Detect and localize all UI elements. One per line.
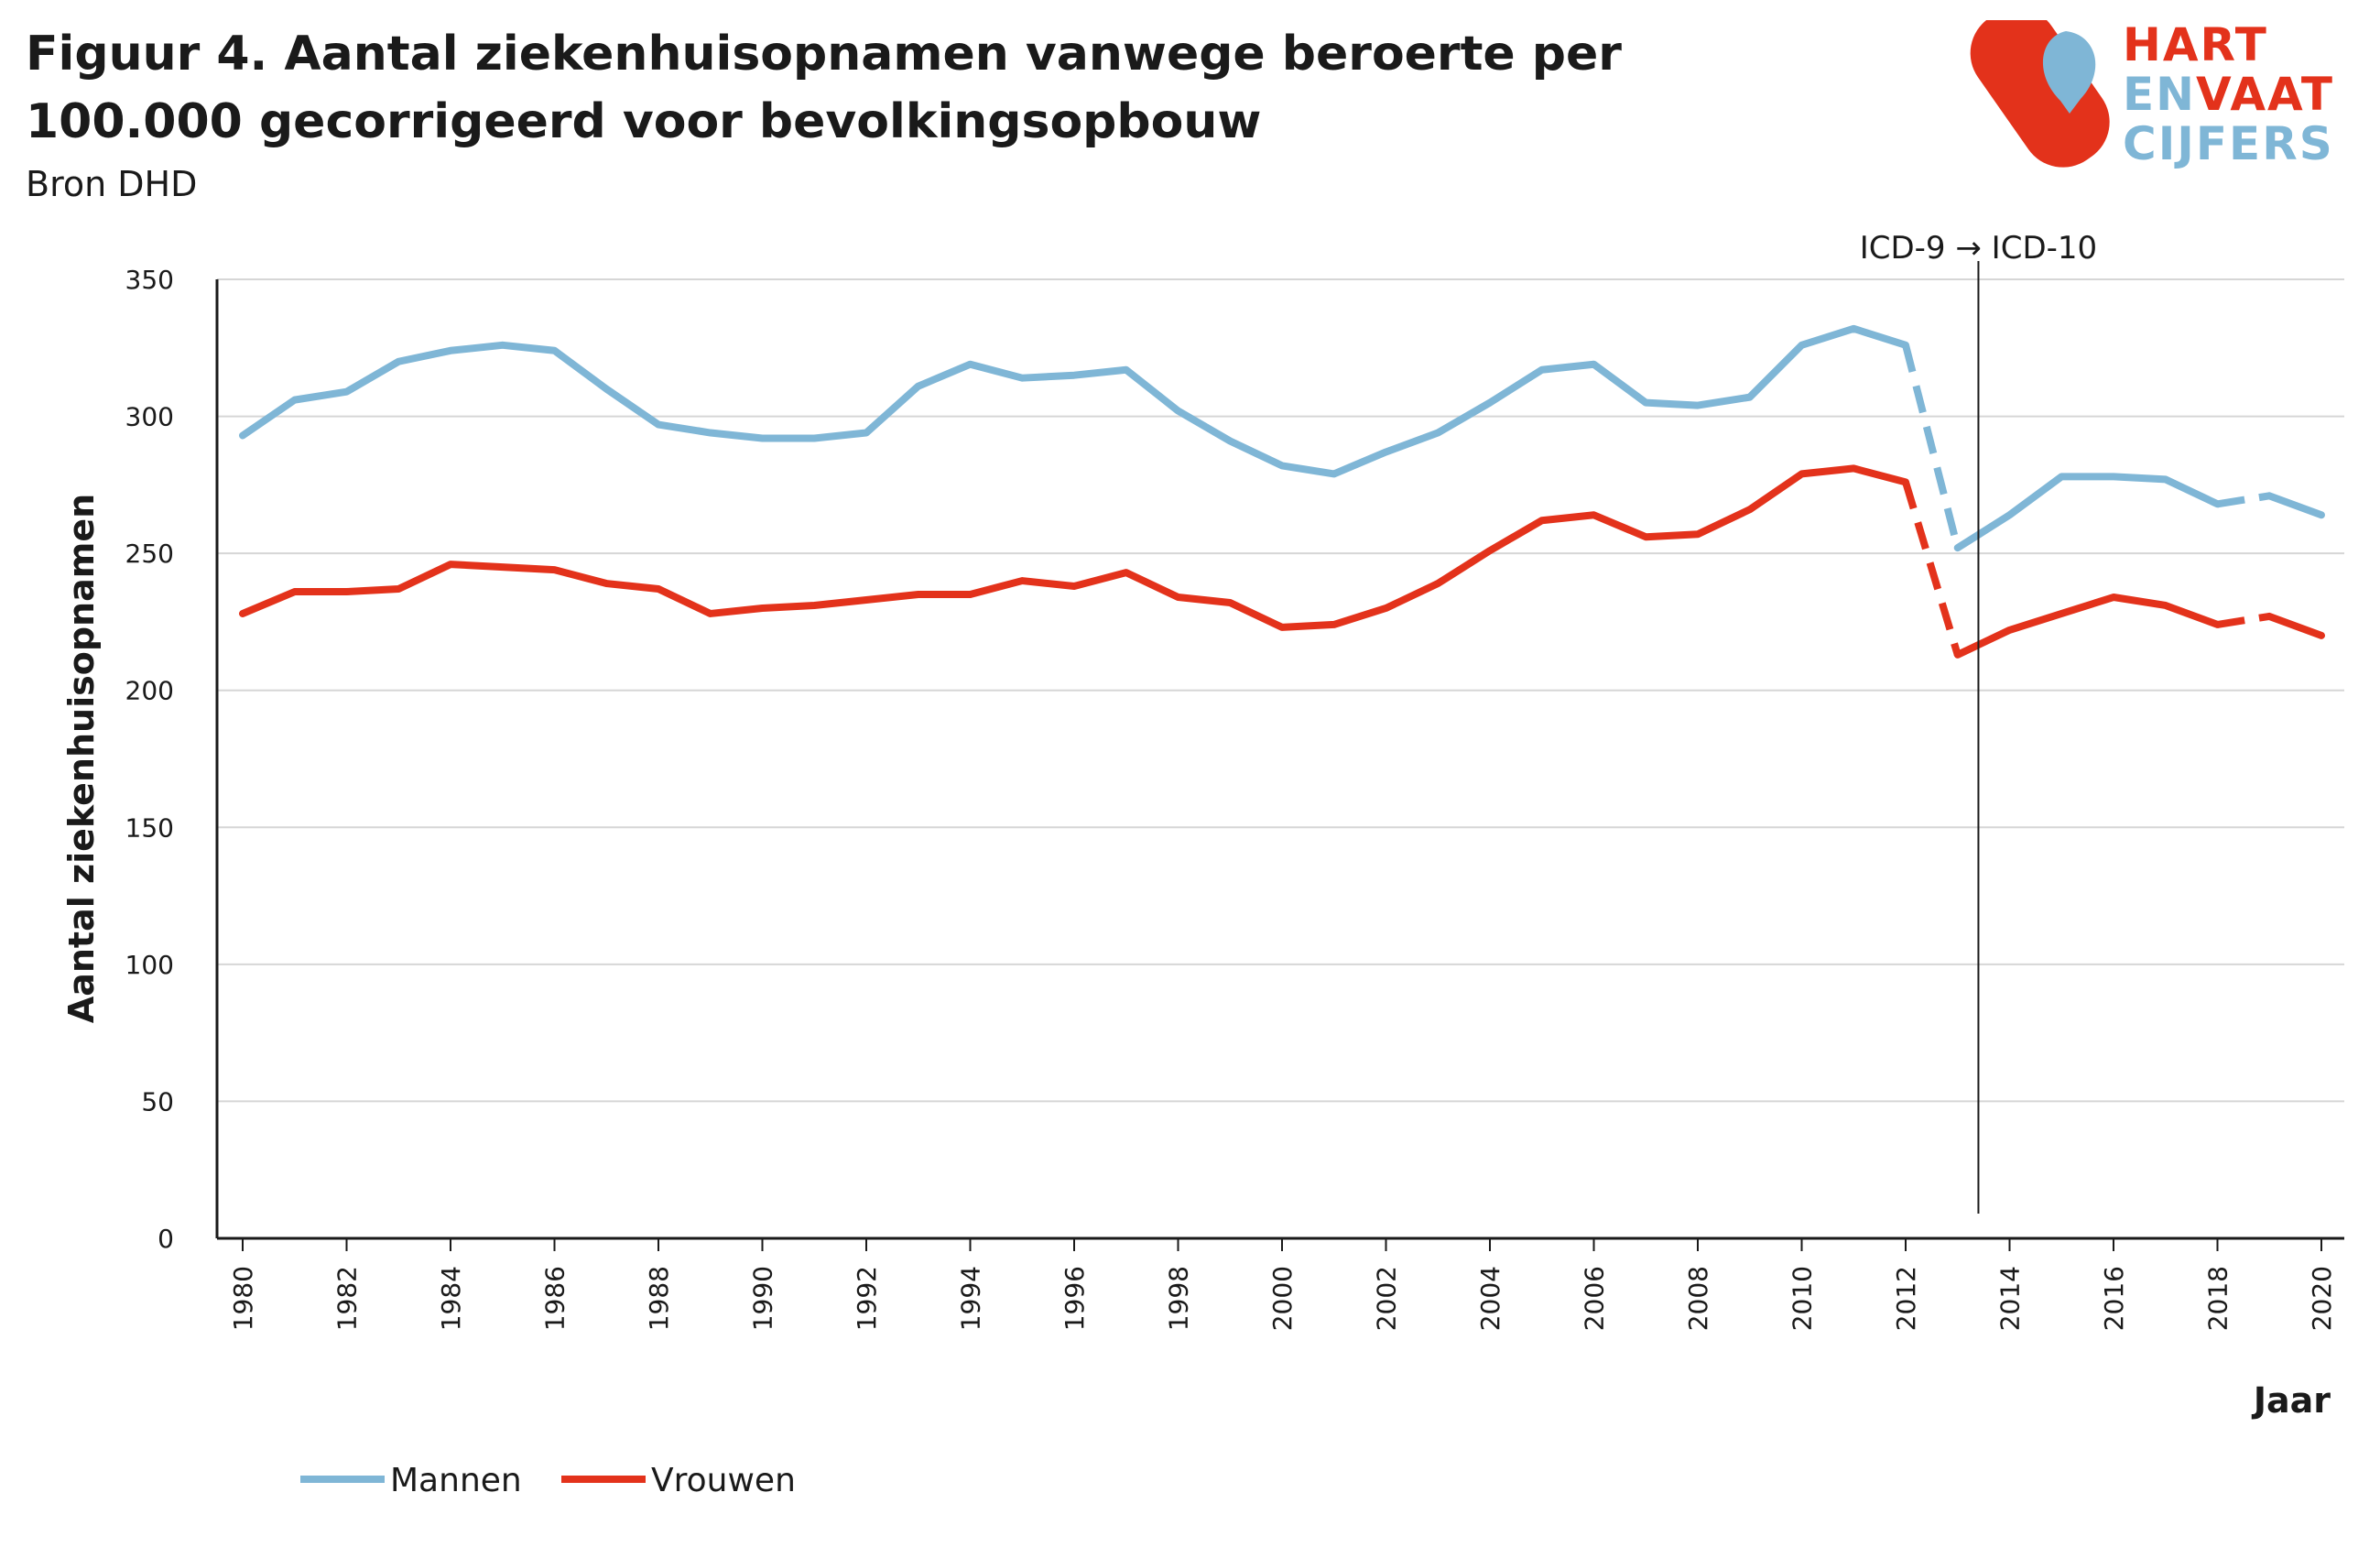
x-tick-label: 1980 [228,1266,258,1331]
y-tick-label: 100 [125,950,174,980]
x-tick-label: 1992 [852,1266,882,1331]
y-axis-title: Aantal ziekenhuisopnamen [61,494,102,1023]
x-tick-label: 2012 [1891,1266,1921,1331]
icd-change-annotation: ICD-9 → ICD-10 [1860,230,2097,1214]
y-tick-label: 0 [158,1224,174,1254]
x-axis-ticks: 1980 1982 1984 1986 1988 1990 1992 1994 1996 1998… [228,1238,2337,1331]
x-tick-label: 2018 [2203,1266,2233,1331]
y-tick-label: 350 [125,265,174,295]
series-dashed-segment [1902,481,1962,656]
y-tick-label: 300 [125,402,174,432]
legend-label: Vrouwen [651,1462,796,1499]
x-tick-label: 1982 [332,1266,363,1331]
series-line-segment [2266,612,2325,639]
x-tick-label: 1996 [1060,1266,1090,1331]
logo-line-vaat: VAAT [2196,68,2334,121]
heart-logo-icon [1970,7,2110,168]
x-axis-title: Jaar [2251,1380,2331,1421]
gridlines [217,278,2344,1103]
series-line-segment [2266,492,2325,519]
y-tick-label: 200 [125,676,174,706]
x-tick-label: 2006 [1580,1266,1610,1331]
x-tick-label: 2008 [1683,1266,1713,1331]
x-tick-label: 2016 [2099,1266,2129,1331]
logo-line-en: EN [2123,68,2197,121]
logo-wordmark: HART ENVAAT CIJFERS [2123,20,2334,169]
legend-item-mannen: Mannen [300,1462,522,1499]
x-tick-label: 1994 [956,1266,986,1331]
x-tick-label: 1986 [540,1266,571,1331]
y-tick-label: 50 [141,1086,174,1117]
x-tick-label: 1988 [644,1266,674,1331]
x-tick-label: 1990 [748,1266,778,1331]
x-tick-label: 2000 [1267,1266,1298,1331]
legend: Mannen Vrouwen [300,1462,796,1499]
x-tick-label: 2014 [1995,1266,2026,1331]
hartenvaatcijfers-logo [1932,7,2363,176]
series-line-segment [239,464,1909,631]
series-dashed-segment [1902,343,1962,550]
icd-change-label: ICD-9 → ICD-10 [1860,230,2097,267]
x-tick-label: 2010 [1788,1266,1818,1331]
chart-title: Figuur 4. Aantal ziekenhuisopnamen vanwe… [26,27,1622,149]
legend-label: Mannen [390,1462,522,1499]
y-axis-ticks: 0 50 100 150 200 250 300 350 [125,265,174,1254]
logo-line-hart: HART [2123,18,2268,71]
series-line-segment [1953,594,2222,659]
legend-item-vrouwen: Vrouwen [561,1462,796,1499]
logo-line-cijfers: CIJFERS [2123,117,2334,170]
y-tick-label: 250 [125,539,174,569]
x-tick-label: 2020 [2307,1266,2337,1331]
chart-source: Bron DHD [26,164,198,204]
series-dashed-segment [2216,492,2270,508]
series-lines [239,324,2325,659]
x-tick-label: 2004 [1475,1266,1505,1331]
series-dashed-segment [2216,612,2270,628]
x-tick-label: 2002 [1372,1266,1402,1331]
series-vrouwen [239,464,2325,659]
y-tick-label: 150 [125,812,174,843]
x-tick-label: 1984 [436,1266,466,1331]
series-line-segment [1953,473,2222,552]
series-line-segment [239,324,1909,478]
x-tick-label: 1998 [1164,1266,1194,1331]
series-mannen [239,324,2325,552]
